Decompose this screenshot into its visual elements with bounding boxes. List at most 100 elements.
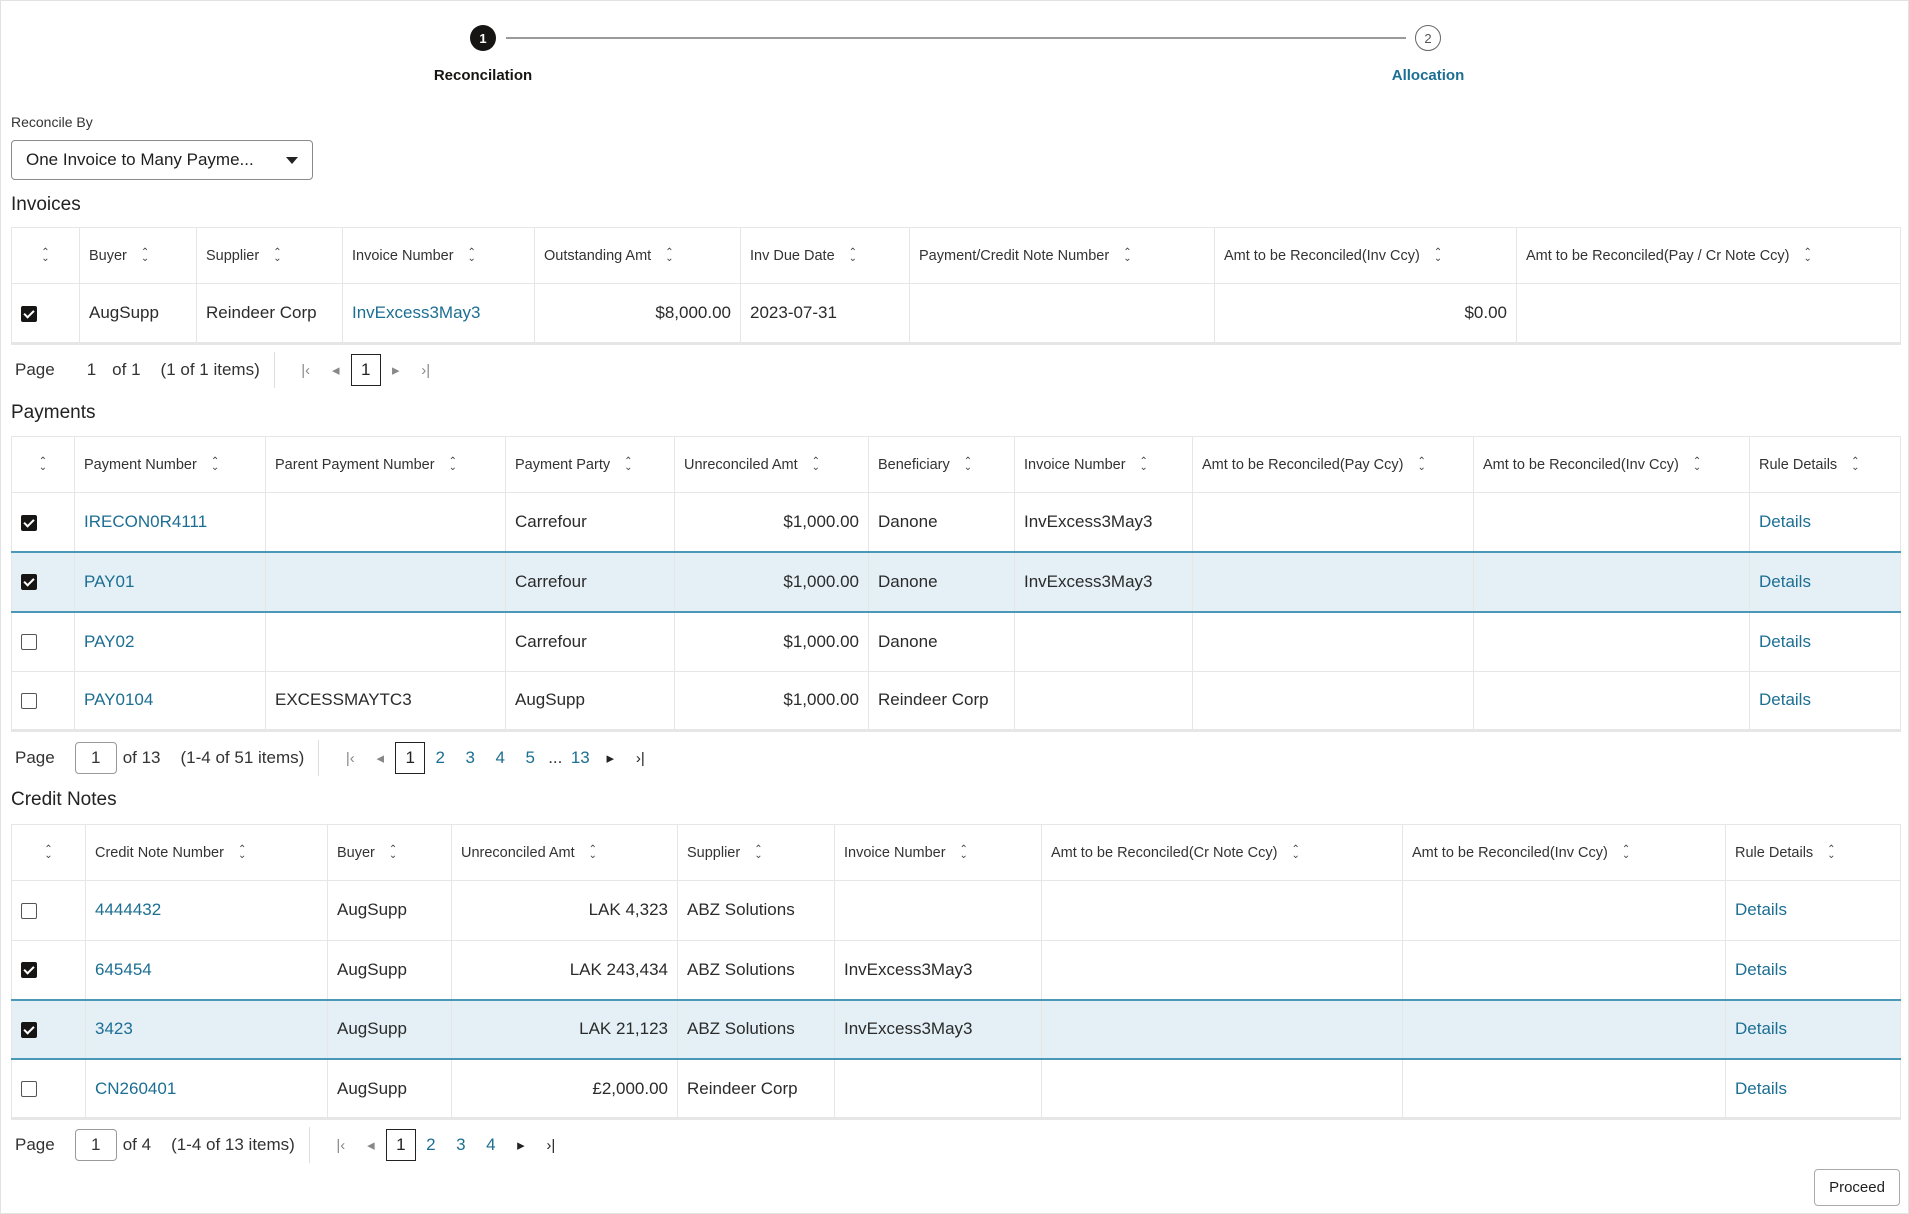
column-header[interactable]: Invoice Number ⌃ ⌄ — [834, 824, 1042, 881]
column-header[interactable]: Payment/Credit Note Number ⌃ ⌄ — [909, 227, 1215, 284]
column-header[interactable]: Beneficiary ⌃ ⌄ — [868, 436, 1015, 493]
column-header[interactable]: Amt to be Reconciled(Cr Note Ccy) ⌃ ⌄ — [1041, 824, 1403, 881]
previous-page-icon[interactable]: ◂ — [376, 750, 385, 767]
next-page-icon[interactable]: ▸ — [391, 362, 400, 379]
first-page-icon[interactable]: |‹ — [336, 1136, 346, 1154]
cell-link[interactable]: PAY02 — [84, 631, 135, 651]
sort-icon[interactable]: ⌃ ⌄ — [963, 455, 973, 473]
cell-link[interactable]: 4444432 — [95, 900, 162, 920]
sort-icon[interactable]: ⌃ ⌄ — [38, 455, 48, 473]
column-header[interactable]: Credit Note Number ⌃ ⌄ — [85, 824, 328, 881]
row-checkbox[interactable] — [21, 634, 37, 651]
column-header[interactable]: ⌃ ⌄ — [11, 436, 75, 493]
cell-link[interactable]: 3423 — [95, 1019, 133, 1039]
column-header[interactable]: Supplier ⌃ ⌄ — [677, 824, 835, 881]
page-input[interactable]: 1 — [74, 1129, 117, 1161]
column-header[interactable]: Amt to be Reconciled(Inv Ccy) ⌃ ⌄ — [1402, 824, 1726, 881]
sort-icon[interactable]: ⌃ ⌄ — [665, 246, 674, 264]
sort-icon[interactable]: ⌃ ⌄ — [1291, 843, 1300, 861]
last-page-icon[interactable]: ›| — [546, 1136, 556, 1154]
column-header[interactable]: Outstanding Amt ⌃ ⌄ — [534, 227, 741, 284]
table-row[interactable]: IRECON0R4111 Carrefour $1,000.00 Danone InvE… — [11, 492, 1901, 553]
page-button[interactable]: 4 — [486, 1135, 496, 1154]
cell-link[interactable]: Details — [1735, 900, 1787, 920]
sort-icon[interactable]: ⌃ ⌄ — [41, 246, 50, 264]
row-checkbox[interactable] — [21, 1081, 37, 1098]
table-row[interactable]: 645454 AugSupp LAK 243,434 ABZ Solutions Inv… — [11, 939, 1901, 1000]
column-header[interactable]: Amt to be Reconciled(Pay / Cr Note Ccy) ⌃… — [1516, 227, 1901, 284]
cell-link[interactable]: Details — [1759, 571, 1811, 591]
sort-icon[interactable]: ⌃ ⌄ — [1417, 455, 1426, 473]
column-header[interactable]: Unreconciled Amt ⌃ ⌄ — [674, 436, 869, 493]
row-checkbox[interactable] — [21, 574, 37, 591]
sort-icon[interactable]: ⌃ ⌄ — [1123, 246, 1132, 264]
page-button[interactable]: 1 — [385, 1129, 416, 1161]
column-header[interactable]: Supplier ⌃ ⌄ — [196, 227, 343, 284]
sort-icon[interactable]: ⌃ ⌄ — [388, 843, 398, 861]
sort-icon[interactable]: ⌃ ⌄ — [273, 246, 282, 264]
row-checkbox[interactable] — [21, 692, 37, 709]
reconcile-by-select[interactable]: One Invoice to Many Payme... — [11, 140, 313, 180]
sort-icon[interactable]: ⌃ ⌄ — [210, 455, 220, 473]
column-header[interactable]: ⌃ ⌄ — [11, 227, 80, 284]
column-header[interactable]: Payment Number ⌃ ⌄ — [74, 436, 266, 493]
page-button[interactable]: 3 — [456, 1135, 466, 1154]
table-row[interactable]: CN260401 AugSupp £2,000.00 Reindeer Corp Det… — [11, 1058, 1901, 1120]
first-page-icon[interactable]: |‹ — [345, 749, 355, 767]
first-page-icon[interactable]: |‹ — [301, 361, 311, 379]
table-row[interactable]: PAY0104 EXCESSMAYTC3 AugSupp $1,000.00 Reind… — [11, 670, 1901, 732]
sort-icon[interactable]: ⌃ ⌄ — [1692, 455, 1702, 473]
page-button[interactable]: 1 — [395, 742, 426, 774]
column-header[interactable]: Inv Due Date ⌃ ⌄ — [740, 227, 910, 284]
cell-link[interactable]: PAY01 — [84, 571, 135, 591]
sort-icon[interactable]: ⌃ ⌄ — [1827, 843, 1836, 861]
sort-icon[interactable]: ⌃ ⌄ — [237, 843, 247, 861]
row-checkbox[interactable] — [21, 305, 37, 322]
column-header[interactable]: ⌃ ⌄ — [11, 824, 86, 881]
last-page-icon[interactable]: ›| — [635, 749, 645, 767]
page-button[interactable]: 4 — [495, 748, 506, 767]
page-button[interactable]: 1 — [350, 354, 381, 386]
column-header[interactable]: Amt to be Reconciled(Inv Ccy) ⌃ ⌄ — [1473, 436, 1750, 493]
column-header[interactable]: Amt to be Reconciled(Inv Ccy) ⌃ ⌄ — [1214, 227, 1517, 284]
page-input[interactable]: 1 — [74, 742, 117, 774]
sort-icon[interactable]: ⌃ ⌄ — [848, 246, 858, 264]
sort-icon[interactable]: ⌃ ⌄ — [1433, 246, 1443, 264]
cell-link[interactable]: CN260401 — [95, 1078, 177, 1098]
sort-icon[interactable]: ⌃ ⌄ — [754, 843, 763, 861]
sort-icon[interactable]: ⌃ ⌄ — [588, 843, 598, 861]
previous-page-icon[interactable]: ◂ — [331, 362, 340, 379]
table-row[interactable]: PAY01 Carrefour $1,000.00 Danone InvExcess3M… — [11, 551, 1901, 613]
table-row[interactable]: 4444432 AugSupp LAK 4,323 ABZ Solutions Deta… — [11, 880, 1901, 941]
next-page-icon[interactable]: ▸ — [606, 750, 615, 767]
column-header[interactable]: Amt to be Reconciled(Pay Ccy) ⌃ ⌄ — [1192, 436, 1474, 493]
row-checkbox[interactable] — [21, 514, 37, 531]
next-page-icon[interactable]: ▸ — [517, 1137, 525, 1154]
sort-icon[interactable]: ⌃ ⌄ — [44, 843, 53, 861]
table-row[interactable]: PAY02 Carrefour $1,000.00 Danone Details — [11, 611, 1901, 672]
column-header[interactable]: Parent Payment Number ⌃ ⌄ — [265, 436, 506, 493]
previous-page-icon[interactable]: ◂ — [367, 1137, 375, 1154]
column-header[interactable]: Invoice Number ⌃ ⌄ — [342, 227, 535, 284]
row-checkbox[interactable] — [21, 1021, 37, 1038]
cell-link[interactable]: InvExcess3May3 — [352, 303, 481, 322]
cell-link[interactable]: Details — [1735, 959, 1787, 979]
column-header[interactable]: Buyer ⌃ ⌄ — [327, 824, 452, 881]
step-2-indicator[interactable]: 2 — [1415, 25, 1441, 51]
column-header[interactable]: Buyer ⌃ ⌄ — [79, 227, 197, 284]
sort-icon[interactable]: ⌃ ⌄ — [140, 246, 150, 264]
sort-icon[interactable]: ⌃ ⌄ — [1139, 455, 1148, 473]
step-2-label[interactable]: Allocation — [1391, 67, 1465, 84]
step-1-indicator[interactable]: 1 — [470, 25, 496, 51]
sort-icon[interactable]: ⌃ ⌄ — [467, 246, 476, 264]
page-button[interactable]: 2 — [426, 1135, 436, 1154]
row-checkbox[interactable] — [21, 962, 37, 979]
sort-icon[interactable]: ⌃ ⌄ — [624, 455, 633, 473]
table-row[interactable]: 3423 AugSupp LAK 21,123 ABZ Solutions InvExc… — [11, 998, 1901, 1060]
sort-icon[interactable]: ⌃ ⌄ — [1803, 246, 1812, 264]
last-page-icon[interactable]: ›| — [421, 361, 431, 379]
column-header[interactable]: Unreconciled Amt ⌃ ⌄ — [451, 824, 678, 881]
sort-icon[interactable]: ⌃ ⌄ — [1851, 455, 1860, 473]
sort-icon[interactable]: ⌃ ⌄ — [811, 455, 821, 473]
column-header[interactable]: Invoice Number ⌃ ⌄ — [1014, 436, 1193, 493]
